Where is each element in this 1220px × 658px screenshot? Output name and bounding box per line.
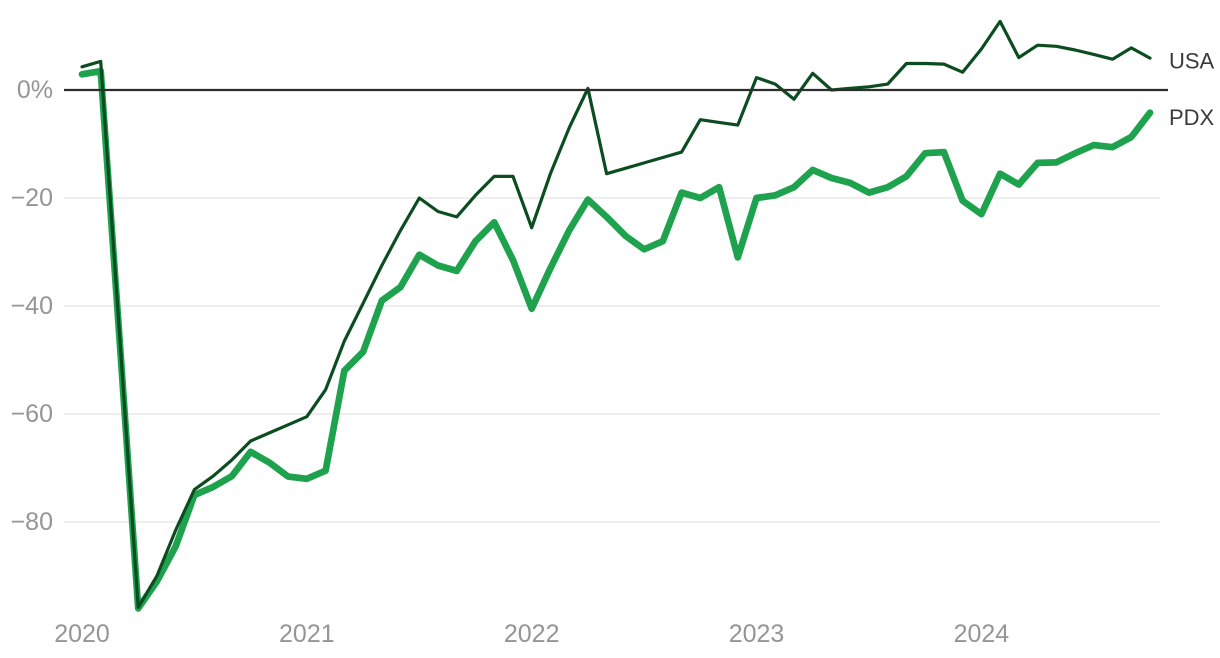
y-axis-tick-label: −60 [11, 400, 53, 428]
pdx-line [78, 67, 1154, 612]
y-axis-tick-label: −80 [11, 508, 53, 536]
x-axis-tick-label: 2024 [954, 620, 1010, 648]
y-axis-tick-label: −20 [11, 184, 53, 212]
pdx-series-label: PDX [1169, 105, 1215, 130]
x-axis-tick-label: 2020 [54, 620, 110, 648]
y-axis-tick-label: −40 [11, 292, 53, 320]
usa-series-label: USA [1169, 49, 1215, 74]
y-axis-tick-label: 0% [17, 76, 53, 104]
x-axis-tick-label: 2021 [279, 620, 335, 648]
x-axis-tick-label: 2023 [729, 620, 785, 648]
usa-line [80, 19, 1152, 609]
x-axis-tick-label: 2022 [504, 620, 560, 648]
